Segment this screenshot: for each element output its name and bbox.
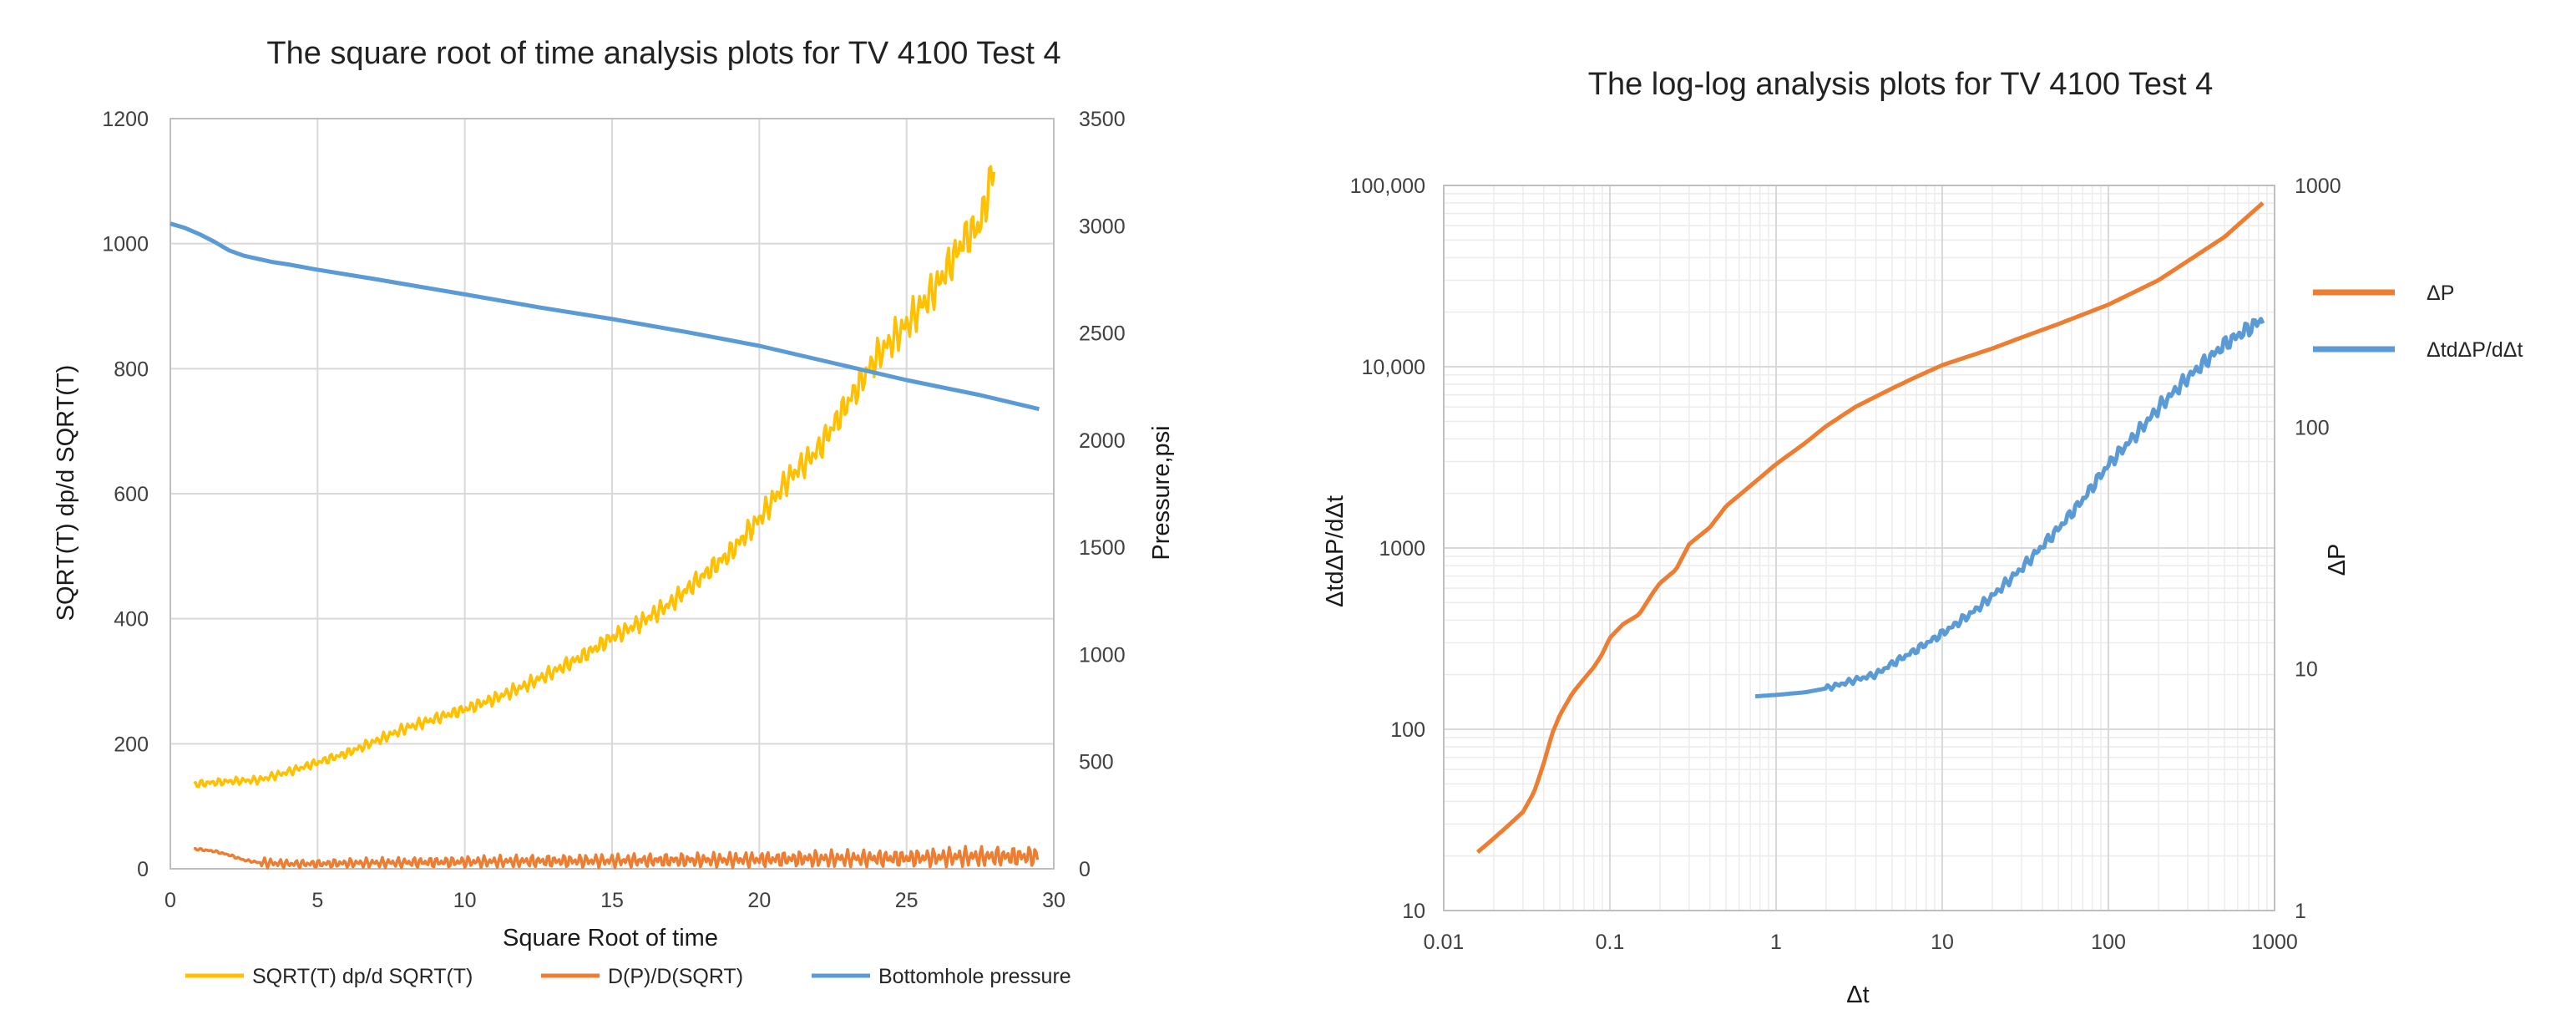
y2-tick-label: 1500 bbox=[1079, 536, 1126, 560]
y2-tick-label: 100 bbox=[2295, 416, 2330, 439]
y-tick-label: 10,000 bbox=[1362, 356, 1425, 379]
legend-label-bottomhole-pressure: Bottomhole pressure bbox=[878, 965, 1071, 988]
x-tick-label: 10 bbox=[1931, 931, 1954, 954]
sqrt-time-chart: The square root of time analysis plots f… bbox=[53, 36, 1175, 988]
y-tick-label: 1000 bbox=[102, 233, 149, 256]
plot-frame bbox=[1443, 185, 2275, 911]
left-chart-title: The square root of time analysis plots f… bbox=[266, 36, 1060, 71]
series-line-d-p-d-sqrt bbox=[194, 845, 1040, 870]
right-chart-x-axis-label: Δt bbox=[1846, 982, 1869, 1008]
y-tick-label: 100 bbox=[1390, 718, 1425, 742]
y2-tick-label: 2500 bbox=[1079, 322, 1126, 346]
left-chart-plot-area bbox=[170, 165, 1040, 870]
y-tick-label: 100,000 bbox=[1350, 175, 1425, 198]
y2-tick-label: 10 bbox=[2295, 658, 2318, 682]
legend-label-d-p-d-sqrt: D(P)/D(SQRT) bbox=[608, 965, 743, 988]
y-tick-label: 200 bbox=[114, 733, 149, 756]
y-tick-label: 10 bbox=[1402, 900, 1425, 923]
right-chart-ticks: 0.01 0.1 1 10 100 1000 10 100 1000 10,000 100,000 1… bbox=[1350, 175, 2341, 954]
right-chart-title: The log-log analysis plots for TV 4100 T… bbox=[1588, 67, 2213, 102]
y-tick-label: 600 bbox=[114, 483, 149, 506]
right-chart-plot-area bbox=[1475, 201, 2265, 854]
y2-tick-label: 2000 bbox=[1079, 429, 1126, 453]
left-chart-ticks: 0 200 400 600 800 1000 1200 0 5 10 15 20 25 30 0 500 100… bbox=[102, 108, 1125, 912]
y2-tick-label: 500 bbox=[1079, 751, 1114, 774]
left-chart-y2-axis-label: Pressure,psi bbox=[1148, 425, 1175, 560]
right-chart-y2-axis-label: ΔP bbox=[2324, 544, 2351, 576]
log-log-chart: The log-log analysis plots for TV 4100 T… bbox=[1322, 67, 2523, 1008]
left-chart-y-axis-label: SQRT(T) dp/d SQRT(T) bbox=[53, 365, 79, 622]
left-chart-legend: SQRT(T) dp/d SQRT(T) D(P)/D(SQRT) Bottomho… bbox=[185, 965, 1071, 988]
x-tick-label: 100 bbox=[2091, 931, 2126, 954]
left-chart-x-axis-label: Square Root of time bbox=[503, 925, 718, 951]
y2-tick-label: 1000 bbox=[1079, 643, 1126, 667]
right-chart-gridlines bbox=[1443, 185, 2275, 911]
y2-tick-label: 0 bbox=[1079, 858, 1091, 881]
x-tick-label: 30 bbox=[1042, 889, 1065, 912]
series-line-sqrt-t-dp-d-sqrt-t bbox=[193, 165, 996, 789]
legend-label-sqrt-t-dp-d-sqrt-t: SQRT(T) dp/d SQRT(T) bbox=[252, 965, 473, 988]
series-line-td-p-d-t bbox=[1754, 317, 2265, 698]
y2-tick-label: 3500 bbox=[1079, 108, 1126, 131]
plot-frame bbox=[170, 118, 1055, 870]
series-line-p bbox=[1475, 201, 2265, 854]
x-tick-label: 0 bbox=[164, 889, 176, 912]
y2-tick-label: 1000 bbox=[2295, 175, 2341, 198]
right-chart-legend: ΔP ΔtdΔP/dΔt bbox=[2313, 282, 2523, 362]
y-tick-label: 0 bbox=[137, 858, 149, 881]
x-tick-label: 0.01 bbox=[1424, 931, 1465, 954]
y-tick-label: 400 bbox=[114, 608, 149, 632]
y2-tick-label: 1 bbox=[2295, 900, 2306, 923]
right-chart-y-axis-label: ΔtdΔP/dΔt bbox=[1322, 495, 1349, 607]
x-tick-label: 10 bbox=[453, 889, 477, 912]
x-tick-label: 5 bbox=[311, 889, 323, 912]
x-tick-label: 25 bbox=[895, 889, 919, 912]
y2-tick-label: 3000 bbox=[1079, 215, 1126, 238]
y-tick-label: 1200 bbox=[102, 108, 149, 131]
y-tick-label: 1000 bbox=[1379, 537, 1425, 561]
left-chart-gridlines bbox=[170, 118, 1055, 870]
legend-label-p: ΔP bbox=[2427, 282, 2454, 305]
series-line-bottomhole-pressure bbox=[170, 221, 1040, 412]
x-tick-label: 1 bbox=[1770, 931, 1782, 954]
x-tick-label: 0.1 bbox=[1596, 931, 1625, 954]
x-tick-label: 20 bbox=[747, 889, 771, 912]
legend-label-td-p-d-t: ΔtdΔP/dΔt bbox=[2427, 338, 2523, 362]
x-tick-label: 15 bbox=[600, 889, 624, 912]
x-tick-label: 1000 bbox=[2251, 931, 2298, 954]
y-tick-label: 800 bbox=[114, 358, 149, 381]
